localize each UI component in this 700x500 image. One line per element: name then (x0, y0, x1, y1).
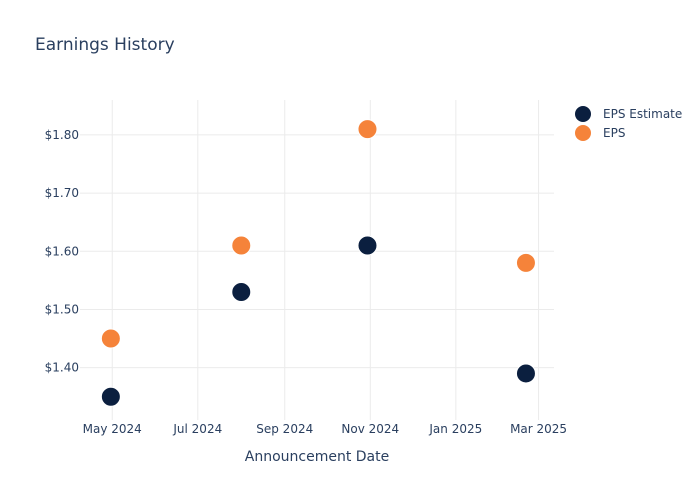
grid-layer (80, 100, 554, 420)
legend-label: EPS (603, 126, 625, 140)
data-point[interactable] (357, 119, 378, 140)
y-tick-labels: $1.40 $1.50 $1.60 $1.70 $1.80 (45, 128, 79, 375)
x-tick-label: May 2024 (83, 422, 142, 436)
data-point[interactable] (231, 282, 252, 302)
data-points (100, 119, 536, 407)
x-axis-title: Announcement Date (245, 449, 389, 465)
legend-label: EPS Estimate (603, 107, 682, 121)
chart-title: Earnings History (35, 35, 175, 55)
series-eps (100, 119, 536, 349)
legend-marker (575, 125, 591, 141)
x-tick-label: Jan 2025 (428, 422, 482, 436)
data-point[interactable] (100, 328, 121, 349)
x-tick-labels: May 2024 Jul 2024 Sep 2024 Nov 2024 Jan 2025… (83, 422, 567, 436)
legend-marker (575, 106, 591, 122)
y-tick-label: $1.50 (45, 302, 79, 316)
x-tick-label: Jul 2024 (172, 422, 222, 436)
data-point[interactable] (357, 235, 378, 256)
x-tick-label: Mar 2025 (510, 422, 567, 436)
data-point[interactable] (515, 363, 536, 384)
legend-item[interactable]: EPS (575, 125, 625, 141)
x-tick-label: Sep 2024 (256, 422, 313, 436)
y-tick-label: $1.40 (45, 361, 79, 375)
data-point[interactable] (231, 235, 252, 256)
data-point[interactable] (515, 252, 536, 273)
x-tick-label: Nov 2024 (341, 422, 399, 436)
series-eps-estimate (100, 235, 536, 407)
y-tick-label: $1.80 (45, 128, 79, 142)
legend[interactable]: EPS Estimate EPS (575, 106, 682, 141)
legend-item[interactable]: EPS Estimate (575, 106, 682, 122)
data-point[interactable] (100, 386, 121, 407)
y-tick-label: $1.70 (45, 186, 79, 200)
y-tick-label: $1.60 (45, 244, 79, 258)
